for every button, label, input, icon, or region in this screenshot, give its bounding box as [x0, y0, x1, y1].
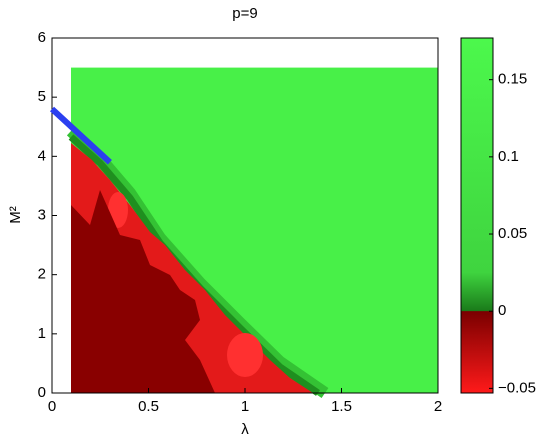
x-tick-label: 2: [434, 398, 442, 415]
x-tick-label: 1.5: [331, 398, 352, 415]
field-lowest: [71, 190, 215, 393]
x-tick-label: 0: [48, 398, 56, 415]
y-tick-label: 4: [38, 147, 46, 164]
colorbar-tick-label: −0.05: [498, 379, 536, 396]
colorbar-tick-label: 0.05: [498, 225, 527, 242]
x-axis-label: λ: [241, 421, 249, 438]
colorbar-tick-label: 0: [498, 302, 506, 319]
colorbar: [460, 37, 494, 394]
x-tick-label: 0.5: [138, 398, 159, 415]
field-min: [108, 192, 128, 228]
y-tick-label: 0: [38, 384, 46, 401]
field-min: [227, 333, 263, 377]
y-tick-label: 5: [38, 88, 46, 105]
chart-title: p=9: [232, 5, 257, 22]
y-tick-label: 6: [38, 29, 46, 46]
y-tick-label: 2: [38, 266, 46, 283]
y-axis-label: M²: [7, 206, 24, 224]
x-tick-label: 1: [241, 398, 249, 415]
contour-field: [66, 67, 438, 398]
line-series: [49, 106, 112, 165]
y-tick-label: 3: [38, 206, 46, 223]
colorbar-tick-label: 0.1: [498, 148, 519, 165]
colorbar-tick-label: 0.15: [498, 71, 527, 88]
y-tick-label: 1: [38, 325, 46, 342]
